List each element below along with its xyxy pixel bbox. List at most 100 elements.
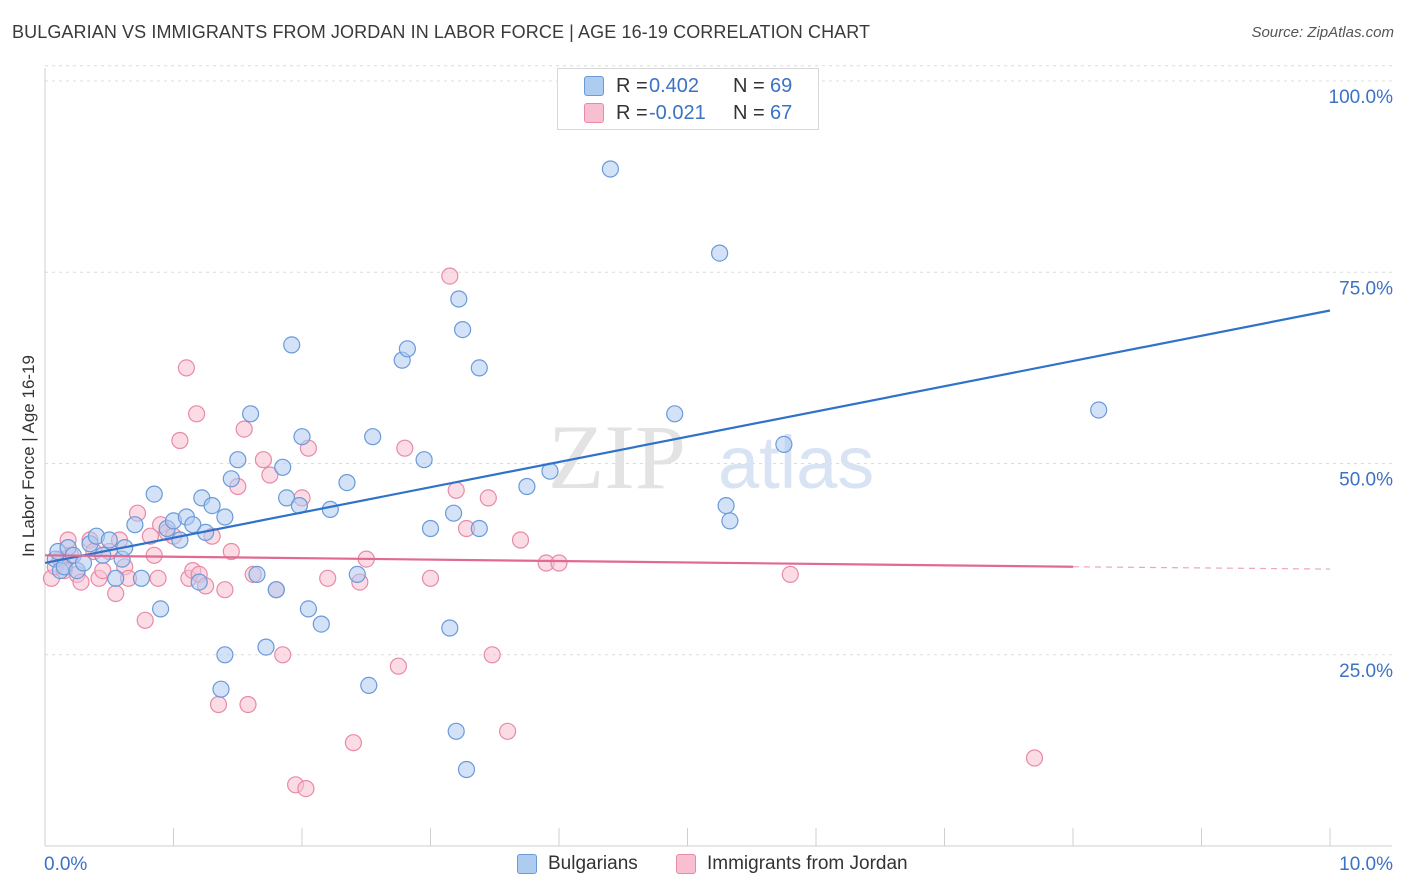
data-point — [188, 405, 206, 423]
data-point — [348, 565, 366, 584]
data-point — [479, 489, 497, 507]
trend-line-jordan — [44, 554, 1074, 568]
data-point — [321, 500, 339, 518]
legend-swatch-bulgarians — [584, 76, 604, 96]
series-legend-bulgarians[interactable]: Bulgarians — [517, 852, 638, 876]
data-point — [470, 359, 488, 377]
data-point — [171, 431, 189, 450]
data-point — [1090, 401, 1108, 419]
data-point — [229, 451, 247, 469]
data-point — [132, 569, 150, 587]
watermark-zip: ZIP — [548, 406, 686, 508]
data-point — [297, 779, 315, 798]
data-point — [216, 646, 234, 664]
data-point — [190, 573, 208, 591]
data-point — [499, 722, 517, 740]
data-point — [145, 546, 163, 564]
x-tick-label: 10.0% — [1339, 854, 1393, 875]
data-point — [781, 565, 799, 584]
data-point — [278, 489, 296, 507]
data-point — [257, 638, 275, 656]
data-point — [360, 676, 378, 695]
data-point — [775, 435, 793, 453]
data-point — [511, 531, 530, 549]
data-point — [710, 244, 729, 262]
data-point — [216, 508, 234, 526]
data-point — [274, 646, 292, 664]
data-point — [209, 695, 228, 714]
data-point — [717, 497, 735, 515]
data-point — [470, 519, 488, 538]
data-point — [267, 581, 285, 599]
chart-title: BULGARIAN VS IMMIGRANTS FROM JORDAN IN L… — [12, 22, 871, 42]
data-point — [445, 504, 463, 522]
series-legend: Bulgarians Immigrants from Jordan — [0, 852, 1406, 876]
data-point — [364, 428, 382, 446]
data-point — [441, 619, 459, 637]
data-point — [299, 600, 317, 618]
data-point — [152, 600, 170, 618]
series-swatch-jordan — [676, 854, 696, 874]
data-point — [344, 734, 362, 752]
legend-n-value: 67 — [770, 101, 793, 124]
data-point — [212, 680, 230, 698]
data-point — [242, 405, 260, 423]
data-point — [141, 527, 159, 545]
data-point — [421, 519, 440, 538]
data-point — [126, 516, 144, 534]
data-point — [216, 581, 234, 599]
data-point — [447, 481, 465, 499]
legend-r-value: -0.021 — [649, 101, 706, 124]
gridlines — [45, 65, 1392, 656]
data-point — [398, 340, 416, 358]
data-point — [261, 466, 279, 484]
legend-n-value: 69 — [770, 74, 793, 97]
data-point — [721, 512, 739, 530]
data-point — [248, 565, 266, 584]
data-point — [239, 695, 257, 714]
legend-n-label: N = — [733, 74, 765, 97]
data-point — [415, 451, 433, 469]
data-point — [107, 569, 125, 587]
x-tick-label: 0.0% — [44, 854, 87, 875]
correlation-legend: R = 0.402 N = 69 R = -0.021 N = 67 — [557, 68, 819, 130]
legend-r-value: 0.402 — [649, 74, 700, 97]
data-point — [107, 584, 125, 603]
y-tick-label: 75.0% — [1339, 278, 1393, 299]
legend-n-label: N = — [733, 101, 765, 124]
axes — [44, 68, 1392, 847]
data-point — [293, 428, 311, 446]
data-point — [421, 569, 440, 587]
data-point — [184, 516, 202, 534]
data-point — [550, 554, 568, 572]
data-point — [100, 531, 118, 549]
tick-labels: 25.0% 50.0% 75.0% 100.0% 0.0% 10.0% — [44, 87, 1393, 875]
watermark-atlas: atlas — [718, 421, 874, 504]
data-point — [149, 569, 167, 587]
y-axis-label: In Labor Force | Age 16-19 — [19, 355, 38, 557]
legend-swatch-jordan — [584, 103, 604, 123]
data-point — [254, 451, 272, 469]
data-point — [396, 439, 414, 457]
trend-line-bulgarians — [44, 309, 1331, 565]
data-point — [1025, 749, 1044, 767]
y-tick-label: 100.0% — [1329, 87, 1394, 108]
data-point — [203, 497, 221, 515]
y-tick-label: 50.0% — [1339, 470, 1393, 491]
data-point — [483, 646, 501, 664]
data-point — [319, 569, 337, 587]
data-point — [145, 485, 163, 503]
series-legend-label: Immigrants from Jordan — [707, 853, 908, 874]
trend-lines — [44, 309, 1331, 570]
data-point — [666, 405, 684, 423]
data-point — [177, 359, 195, 377]
y-tick-label: 25.0% — [1339, 661, 1393, 682]
trend-line-extension — [1072, 566, 1331, 570]
series-legend-jordan[interactable]: Immigrants from Jordan — [676, 852, 908, 876]
data-point — [518, 477, 536, 496]
data-point — [235, 420, 253, 438]
data-point — [441, 267, 459, 285]
data-point — [222, 470, 240, 488]
series-legend-label: Bulgarians — [548, 853, 638, 874]
